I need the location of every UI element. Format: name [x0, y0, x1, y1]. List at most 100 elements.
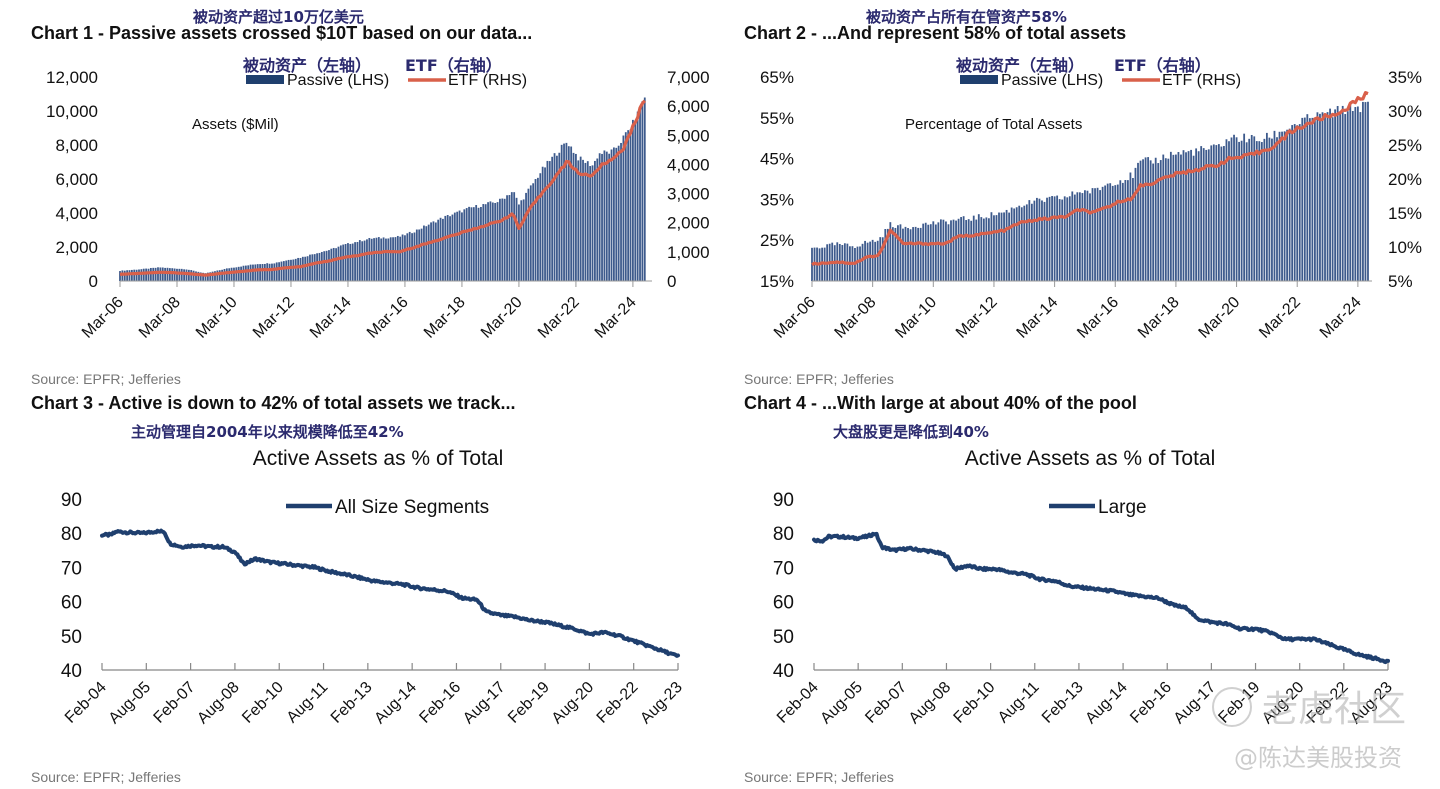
passive-bar: [929, 224, 932, 281]
passive-bar: [477, 207, 480, 281]
passive-bar: [515, 197, 518, 281]
passive-bar: [608, 153, 611, 281]
passive-bar: [1010, 207, 1013, 281]
passive-bar: [375, 237, 378, 281]
passive-bar: [316, 253, 318, 281]
passive-bar: [1030, 203, 1033, 281]
axis-annotation: Assets ($Mil): [192, 116, 279, 133]
chart2-svg: 15% 25% 35% 45% 55% 65% 5% 10% 15% 20% 25% 30% 35% Ma…: [760, 68, 1422, 342]
passive-bar: [358, 240, 361, 281]
passive-bar: [503, 198, 506, 281]
passive-bar: [330, 248, 333, 281]
x-tick-label: Mar-08: [832, 294, 880, 342]
y-left-tick-label: 0: [89, 272, 98, 291]
y-tick-label: 80: [61, 524, 82, 545]
passive-bar: [1086, 190, 1089, 281]
passive-bar: [119, 271, 121, 281]
x-tick-label: Feb-13: [1039, 679, 1087, 727]
passive-bar: [596, 158, 599, 281]
passive-bar: [636, 111, 639, 281]
passive-bar: [166, 267, 169, 281]
passive-bar: [1177, 152, 1180, 281]
passive-bar: [955, 220, 957, 281]
passive-bar: [1175, 154, 1177, 281]
passive-bar: [1207, 149, 1210, 281]
x-tick-label: Feb-07: [862, 679, 910, 727]
y-right-tick-label: 7,000: [667, 68, 710, 87]
passive-bar: [1025, 204, 1028, 281]
x-tick-label: Aug-11: [284, 679, 332, 727]
passive-bar: [1228, 141, 1230, 281]
passive-bar: [484, 204, 487, 281]
passive-bar: [204, 273, 207, 281]
chart3-svg: Active Assets as % of Total 40 50 60 70 80 90 F…: [61, 447, 686, 727]
passive-bar: [1326, 112, 1329, 281]
passive-bar: [1124, 180, 1127, 281]
passive-bar: [1210, 145, 1213, 281]
passive-bar: [897, 225, 899, 281]
passive-bar: [1132, 178, 1134, 281]
passive-bar: [1220, 146, 1223, 281]
chart1-title: Chart 1 - Passive assets crossed $10T ba…: [31, 23, 533, 43]
passive-bar: [356, 241, 359, 281]
passive-bar: [856, 246, 859, 281]
passive-bar: [1106, 183, 1109, 281]
passive-bar: [957, 218, 960, 281]
passive-bar: [418, 229, 421, 281]
y-left-tick-label: 12,000: [46, 68, 98, 87]
passive-bar: [889, 222, 892, 281]
passive-bar: [192, 270, 195, 281]
passive-bar: [1202, 148, 1205, 281]
passive-bar: [1172, 154, 1175, 281]
passive-bar: [615, 147, 618, 281]
x-tick-label: Mar-10: [892, 294, 940, 342]
watermark-author: @陈达美股投资: [1234, 744, 1402, 772]
passive-bar: [942, 219, 945, 281]
passive-bar: [548, 161, 551, 281]
passive-bar: [185, 269, 188, 281]
passive-bar: [582, 159, 584, 281]
passive-bar: [1283, 131, 1286, 281]
passive-bar: [482, 204, 485, 281]
x-tick-label: Mar-22: [1256, 294, 1304, 342]
passive-bar: [909, 229, 912, 281]
y-left-tick-label: 6,000: [55, 170, 98, 189]
x-tick-label: Mar-20: [478, 294, 526, 342]
passive-bar: [869, 241, 872, 281]
passive-bar: [529, 185, 532, 281]
passive-bar: [282, 261, 285, 281]
passive-bar: [190, 270, 193, 281]
passive-bar: [934, 224, 937, 281]
passive-bar: [142, 268, 145, 281]
passive-bar: [1212, 144, 1215, 281]
passive-bar: [1288, 128, 1291, 281]
passive-bar: [394, 237, 397, 281]
x-tick-label: Aug-08: [906, 679, 955, 728]
passive-bar: [387, 238, 390, 281]
passive-bar: [563, 143, 565, 281]
passive-bar: [1048, 196, 1051, 281]
passive-bar: [990, 212, 993, 281]
passive-bar: [1142, 159, 1144, 281]
passive-bar: [544, 167, 546, 281]
passive-bar: [487, 202, 489, 281]
passive-bar: [292, 259, 295, 281]
y-right-tick-label: 10%: [1388, 238, 1422, 257]
passive-bar: [977, 214, 980, 281]
passive-bar: [237, 266, 240, 281]
legend-passive-label: Passive (LHS): [1001, 72, 1103, 89]
chart2-title: Chart 2 - ...And represent 58% of total …: [744, 23, 1127, 43]
legend-passive-label: Passive (LHS): [287, 72, 389, 89]
y-right-tick-label: 4,000: [667, 155, 710, 174]
y-left-tick-label: 35%: [760, 190, 794, 209]
watermark-logo-icon: [1212, 687, 1252, 727]
passive-bar: [221, 269, 224, 281]
passive-bar: [945, 221, 947, 281]
passive-bar: [461, 212, 463, 281]
chart4-title: Chart 4 - ...With large at about 40% of …: [744, 393, 1137, 413]
y-right-tick-label: 0: [667, 272, 676, 291]
x-tick-label: Feb-07: [151, 679, 199, 727]
passive-bar: [605, 151, 608, 281]
passive-bar: [278, 262, 280, 281]
passive-bar: [159, 267, 162, 281]
